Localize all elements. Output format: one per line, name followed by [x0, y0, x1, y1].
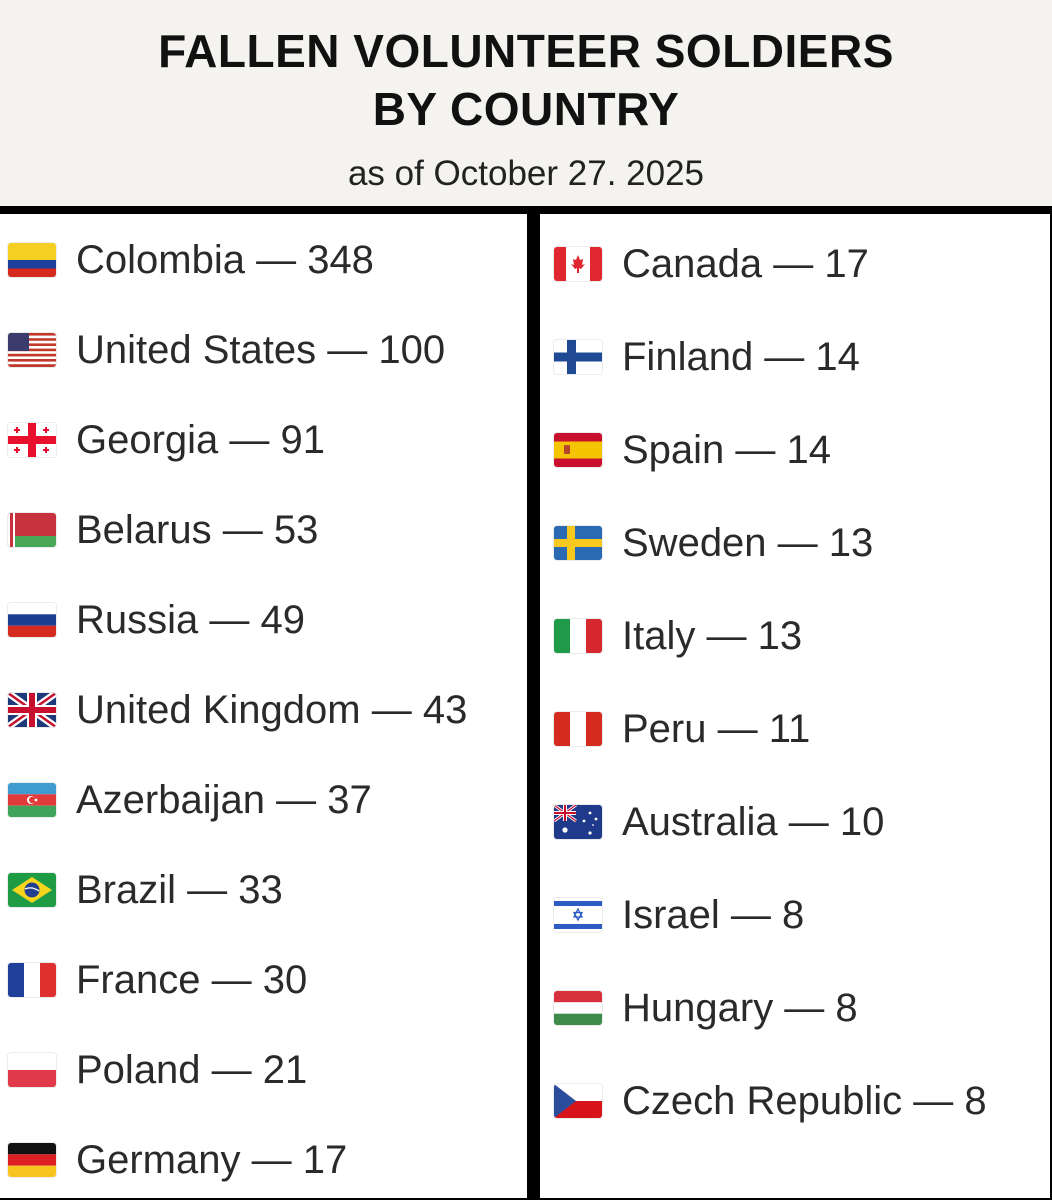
- united-states-flag-icon: [8, 333, 56, 367]
- colombia-flag-icon: [8, 243, 56, 277]
- list-item-label: Peru — 11: [622, 706, 811, 751]
- list-item: Germany — 17: [8, 1130, 347, 1190]
- finland-flag-icon: [554, 340, 602, 374]
- list-item: United States — 100: [8, 320, 445, 380]
- list-item-label: United States — 100: [76, 327, 446, 372]
- list-item-label: Brazil — 33: [76, 867, 283, 912]
- list-item: Italy — 13: [554, 606, 802, 666]
- czech-republic-flag-icon: [554, 1084, 602, 1118]
- subtitle-date: as of October 27. 2025: [347, 154, 705, 193]
- list-item: Belarus — 53: [8, 500, 318, 560]
- list-item-label: Hungary — 8: [622, 985, 858, 1030]
- list-item: France — 30: [8, 950, 307, 1010]
- australia-flag-icon: [554, 805, 602, 839]
- list-item-label: United Kingdom — 43: [76, 687, 468, 732]
- sweden-flag-icon: [554, 526, 602, 560]
- russia-flag-icon: [8, 603, 56, 637]
- peru-flag-icon: [554, 712, 602, 746]
- belarus-flag-icon: [8, 513, 56, 547]
- list-item: Brazil — 33: [8, 860, 283, 920]
- title-line-2: BY COUNTRY: [372, 83, 680, 135]
- list-item-label: Spain — 14: [622, 427, 832, 472]
- list-item-label: Azerbaijan — 37: [76, 777, 372, 822]
- spain-flag-icon: [554, 433, 602, 467]
- list-item-label: Finland — 14: [622, 334, 860, 379]
- list-item: Peru — 11: [554, 699, 810, 759]
- header: FALLEN VOLUNTEER SOLDIERS BY COUNTRY as …: [0, 0, 1052, 206]
- georgia-flag-icon: [8, 423, 56, 457]
- list-item-label: France — 30: [76, 957, 308, 1002]
- list-item: Spain — 14: [554, 420, 831, 480]
- list-item: Poland — 21: [8, 1040, 307, 1100]
- list-item: Georgia — 91: [8, 410, 325, 470]
- poland-flag-icon: [8, 1053, 56, 1087]
- list-item-label: Colombia — 348: [76, 237, 374, 282]
- italy-flag-icon: [554, 619, 602, 653]
- title-line-1: FALLEN VOLUNTEER SOLDIERS: [158, 25, 894, 77]
- page-title: FALLEN VOLUNTEER SOLDIERS BY COUNTRY: [0, 22, 1052, 138]
- france-flag-icon: [8, 963, 56, 997]
- list-item: Israel — 8: [554, 885, 804, 945]
- list-item: Hungary — 8: [554, 978, 858, 1038]
- list-item: United Kingdom — 43: [8, 680, 467, 740]
- list-item-label: Czech Republic — 8: [622, 1078, 987, 1123]
- list-item: Czech Republic — 8: [554, 1071, 987, 1131]
- list-item-label: Sweden — 13: [622, 520, 874, 565]
- list-item: Russia — 49: [8, 590, 305, 650]
- united-kingdom-flag-icon: [8, 693, 56, 727]
- list-item: Canada — 17: [554, 234, 869, 294]
- list-item-label: Germany — 17: [76, 1137, 348, 1182]
- list-item-label: Italy — 13: [622, 613, 803, 658]
- list-item: Australia — 10: [554, 792, 884, 852]
- germany-flag-icon: [8, 1143, 56, 1177]
- list-item-label: Poland — 21: [76, 1047, 308, 1092]
- list-item: Finland — 14: [554, 327, 860, 387]
- brazil-flag-icon: [8, 873, 56, 907]
- right-column: Canada — 17 Finland — 14 Spain — 14 Swed…: [540, 214, 1050, 1198]
- list-item-label: Belarus — 53: [76, 507, 319, 552]
- list-item-label: Georgia — 91: [76, 417, 326, 462]
- list-item-label: Canada — 17: [622, 241, 869, 286]
- israel-flag-icon: [554, 898, 602, 932]
- table-frame: Colombia — 348 United States — 100 Georg…: [0, 206, 1052, 1200]
- list-item-label: Israel — 8: [622, 892, 805, 937]
- list-item: Colombia — 348: [8, 230, 374, 290]
- list-item-label: Russia — 49: [76, 597, 305, 642]
- left-column: Colombia — 348 United States — 100 Georg…: [0, 214, 527, 1198]
- hungary-flag-icon: [554, 991, 602, 1025]
- azerbaijan-flag-icon: [8, 783, 56, 817]
- list-item-label: Australia — 10: [622, 799, 885, 844]
- list-item: Sweden — 13: [554, 513, 873, 573]
- list-item: Azerbaijan — 37: [8, 770, 372, 830]
- canada-flag-icon: [554, 247, 602, 281]
